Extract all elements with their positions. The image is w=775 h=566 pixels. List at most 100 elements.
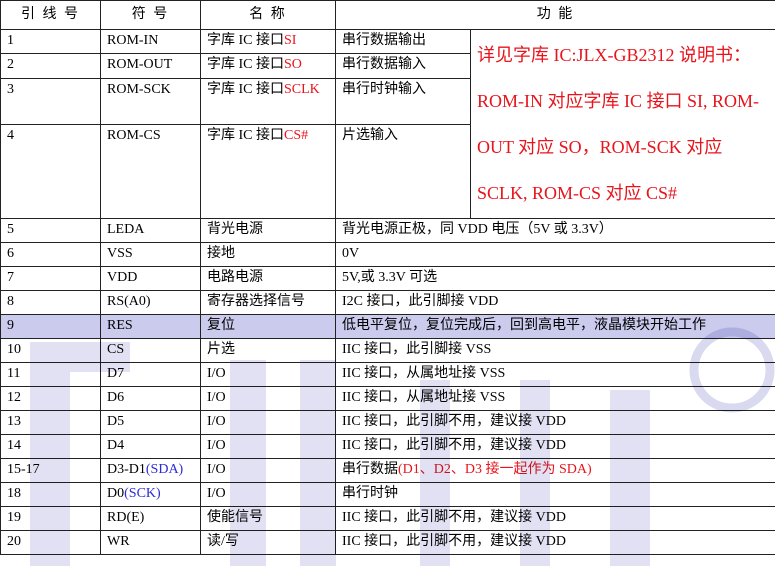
function: 串行数据输出	[335, 28, 471, 55]
pin-number: 7	[0, 266, 101, 291]
function: IIC 接口，此引脚接 VSS	[335, 338, 775, 363]
table-row: 20 WR 读/写 IIC 接口，此引脚不用，建议接 VDD	[0, 530, 775, 555]
symbol: WR	[100, 530, 201, 555]
header-cell: 引 线 号	[0, 0, 101, 30]
symbol: VSS	[100, 242, 201, 267]
symbol: LEDA	[100, 218, 201, 243]
text-segment: D3-D1	[107, 462, 146, 477]
text-segment: 字库 IC 接口	[207, 128, 284, 144]
symbol: ROM-OUT	[100, 53, 201, 79]
symbol: ROM-SCK	[100, 77, 201, 126]
function: IIC 接口，此引脚不用，建议接 VDD	[335, 530, 775, 555]
table-row: 18 D0(SCK) I/O 串行时钟	[0, 482, 775, 507]
pin-number: 1	[0, 28, 101, 55]
text-segment: SI	[284, 33, 297, 48]
function: 串行数据输入	[335, 53, 471, 79]
symbol: ROM-IN	[100, 28, 201, 55]
pin-name: I/O	[200, 434, 336, 459]
symbol: D5	[100, 410, 201, 435]
function: IIC 接口，此引脚不用，建议接 VDD	[335, 434, 775, 459]
pin-number: 14	[0, 434, 101, 459]
pin-name: 复位	[200, 314, 336, 339]
symbol: RES	[100, 314, 201, 339]
pin-name: 字库 IC 接口SO	[200, 53, 336, 79]
pin-number: 18	[0, 482, 101, 507]
pin-name: I/O	[200, 362, 336, 387]
function: IIC 接口，从属地址接 VSS	[335, 386, 775, 411]
symbol: D0(SCK)	[100, 482, 201, 507]
table-row: 14 D4 I/O IIC 接口，此引脚不用，建议接 VDD	[0, 434, 775, 459]
pin-number: 5	[0, 218, 101, 243]
pin-number: 8	[0, 290, 101, 315]
function: 片选输入	[335, 124, 471, 219]
function: 0V	[335, 242, 775, 267]
pin-name: 寄存器选择信号	[200, 290, 336, 315]
pin-number: 12	[0, 386, 101, 411]
function: 串行时钟输入	[335, 77, 471, 126]
pin-number: 10	[0, 338, 101, 363]
symbol: ROM-CS	[100, 124, 201, 219]
function: 低电平复位，复位完成后，回到高电平，液晶模块开始工作	[335, 314, 775, 339]
function: IIC 接口，从属地址接 VSS	[335, 362, 775, 387]
pin-name: I/O	[200, 482, 336, 507]
function: 串行数据(D1、D2、D3 接一起作为 SDA)	[335, 458, 775, 483]
pin-name: 电路电源	[200, 266, 336, 291]
pin-name: 接地	[200, 242, 336, 267]
table-row: 10 CS 片选 IIC 接口，此引脚接 VSS	[0, 338, 775, 363]
table-row: 1 ROM-IN 字库 IC 接口SI 串行数据输出 详见字库 IC:JLX-GB231…	[0, 28, 775, 219]
table-row: 11 D7 I/O IIC 接口，从属地址接 VSS	[0, 362, 775, 387]
pin-number: 2	[0, 53, 101, 79]
text-segment: (SCK)	[124, 486, 161, 501]
symbol: CS	[100, 338, 201, 363]
pin-name: 片选	[200, 338, 336, 363]
pin-number: 11	[0, 362, 101, 387]
pin-name: 使能信号	[200, 506, 336, 531]
symbol: VDD	[100, 266, 201, 291]
table-row: 9 RES 复位 低电平复位，复位完成后，回到高电平，液晶模块开始工作	[0, 314, 775, 339]
symbol: D6	[100, 386, 201, 411]
text-segment: 字库 IC 接口	[207, 33, 284, 48]
text-segment: SO	[284, 57, 302, 73]
table-row: 19 RD(E) 使能信号 IIC 接口，此引脚不用，建议接 VDD	[0, 506, 775, 531]
symbol: RD(E)	[100, 506, 201, 531]
text-segment: 串行数据	[342, 462, 398, 477]
table-row: 6 VSS 接地 0V	[0, 242, 775, 267]
pin-name: I/O	[200, 458, 336, 483]
table-row: 5 LEDA 背光电源 背光电源正极，同 VDD 电压（5V 或 3.3V）	[0, 218, 775, 243]
symbol: RS(A0)	[100, 290, 201, 315]
table-row: 2 ROM-OUT 字库 IC 接口SO 串行数据输入	[0, 53, 775, 79]
text-segment: (SDA)	[145, 462, 184, 477]
pin-name: 背光电源	[200, 218, 336, 243]
pin-number: 4	[0, 124, 101, 219]
function: 背光电源正极，同 VDD 电压（5V 或 3.3V）	[335, 218, 775, 243]
pin-number: 15-17	[0, 458, 101, 483]
header-row: 引 线 号符 号名 称功 能	[0, 0, 775, 30]
symbol: D7	[100, 362, 201, 387]
header-cell: 名 称	[200, 0, 336, 30]
symbol: D4	[100, 434, 201, 459]
text-segment: CS#	[284, 128, 309, 144]
table-row: 8 RS(A0) 寄存器选择信号 I2C 接口，此引脚接 VDD	[0, 290, 775, 315]
function: IIC 接口，此引脚不用，建议接 VDD	[335, 410, 775, 435]
pin-name: I/O	[200, 410, 336, 435]
table-row: 12 D6 I/O IIC 接口，从属地址接 VSS	[0, 386, 775, 411]
text-segment: SCLK	[284, 81, 320, 97]
text-segment: D0	[107, 486, 125, 501]
pin-name: 字库 IC 接口SCLK	[200, 77, 336, 126]
text-segment: (D1、D2、D3 接一起作为 SDA)	[398, 462, 592, 477]
symbol: D3-D1(SDA)	[100, 458, 201, 483]
function: IIC 接口，此引脚不用，建议接 VDD	[335, 506, 775, 531]
pin-number: 13	[0, 410, 101, 435]
function: I2C 接口，此引脚接 VDD	[335, 290, 775, 315]
function: 5V,或 3.3V 可选	[335, 266, 775, 291]
table-row: 3 ROM-SCK 字库 IC 接口SCLK 串行时钟输入	[0, 77, 775, 126]
text-segment: 字库 IC 接口	[207, 81, 284, 97]
pin-name: 字库 IC 接口CS#	[200, 124, 336, 219]
table-row: 13 D5 I/O IIC 接口，此引脚不用，建议接 VDD	[0, 410, 775, 435]
pin-number: 9	[0, 314, 101, 339]
header-cell: 功 能	[335, 0, 775, 30]
pin-number: 6	[0, 242, 101, 267]
text-segment: 字库 IC 接口	[207, 57, 284, 73]
